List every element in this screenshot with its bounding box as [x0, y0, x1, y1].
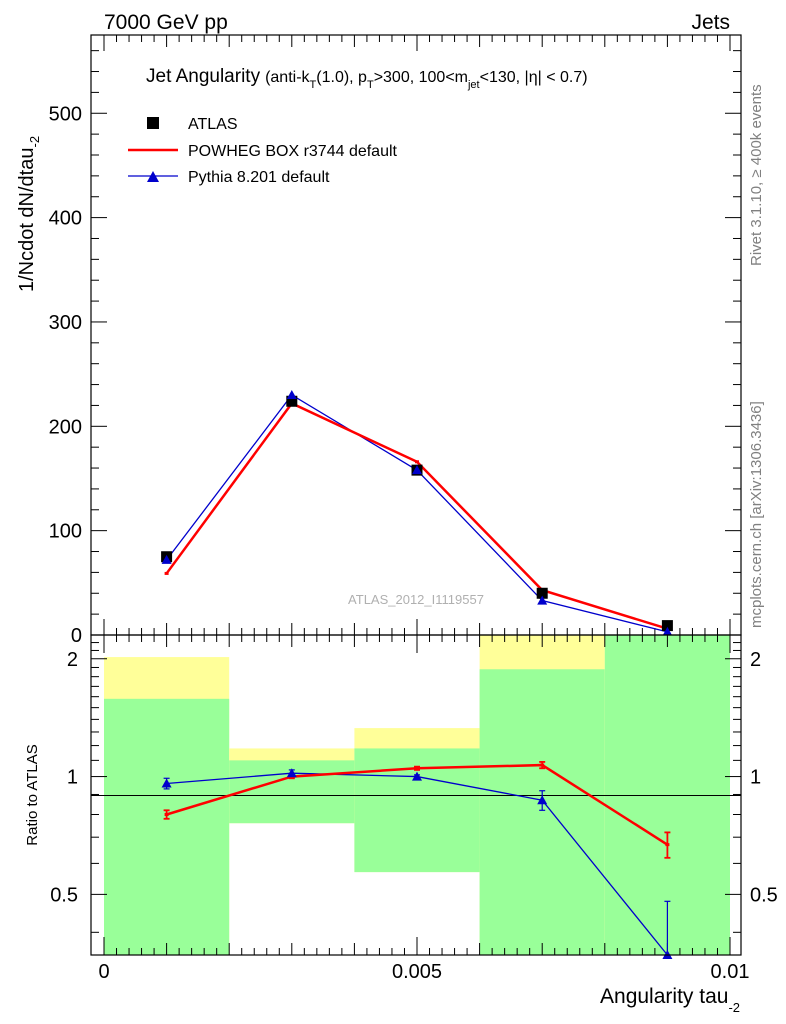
ratio-y-tick-label-right: 2	[750, 649, 761, 671]
pythia-ratio-point	[161, 778, 172, 788]
legend: ATLAS POWHEG BOX r3744 default Pythia 8.…	[128, 116, 398, 186]
ratio-axis-ticks: 0.5 0.5 1 1 2 2 0 0.005 0.01	[50, 635, 778, 983]
pythia-ratio-point	[537, 795, 548, 805]
ratio-y-tick-label: 0.5	[50, 884, 78, 906]
atlas-data-point	[286, 395, 298, 407]
plot-title: Jet Angularity (anti-kT(1.0), pT>300, 100…	[146, 66, 588, 91]
atlas-data-point	[536, 587, 548, 599]
legend-atlas-marker	[147, 117, 159, 129]
pythia-point	[662, 626, 673, 636]
mcplots-reference-label: mcplots.cern.ch [arXiv:1306.3436]	[748, 401, 765, 628]
pythia-point	[161, 554, 172, 564]
header-right: Jets	[691, 11, 730, 34]
legend-pythia-label: Pythia 8.201 default	[188, 169, 330, 186]
ratio-y-tick-label-right: 1	[750, 767, 761, 789]
ratio-y-tick-label-right: 0.5	[750, 884, 778, 906]
main-axis-ticks: 0 100 200 300 400 500	[49, 35, 741, 647]
ratio-plot-frame	[90, 634, 742, 956]
ratio-band-green	[479, 669, 605, 955]
ratio-y-tick-label: 2	[67, 649, 78, 671]
ratio-plot-series	[161, 761, 673, 959]
main-y-tick-label: 0	[71, 625, 82, 647]
legend-powheg-label: POWHEG BOX r3744 default	[188, 143, 398, 160]
main-y-tick-label: 300	[49, 312, 82, 334]
main-y-tick-label: 500	[49, 103, 82, 125]
pythia-ratio-point	[286, 768, 297, 778]
ratio-y-axis-label: Ratio to ATLAS	[24, 744, 41, 845]
analysis-id-watermark: ATLAS_2012_I1119557	[348, 592, 484, 607]
ratio-x-tick-label: 0	[98, 961, 109, 983]
ratio-x-tick-label: 0.01	[711, 961, 750, 983]
atlas-data-point	[661, 620, 673, 632]
main-y-tick-label: 100	[49, 521, 82, 543]
pythia-point	[286, 390, 297, 399]
pythia-ratio-point	[412, 771, 422, 781]
main-plot-series	[161, 390, 673, 636]
rivet-version-label: Rivet 3.1.10, ≥ 400k events	[748, 84, 765, 266]
main-y-tick-label: 200	[49, 416, 82, 438]
pythia-point	[537, 595, 548, 605]
x-axis-label: Angularity tau-2	[600, 985, 740, 1015]
main-y-tick-label: 400	[49, 208, 82, 230]
ratio-y-tick-label: 1	[67, 767, 78, 789]
pythia-point	[412, 465, 422, 475]
legend-atlas-label: ATLAS	[188, 116, 238, 133]
ratio-x-tick-label: 0.005	[392, 961, 442, 983]
legend-pythia-marker	[147, 171, 159, 182]
header-left: 7000 GeV pp	[104, 11, 228, 34]
ratio-band-green	[104, 698, 230, 955]
main-y-axis-label: 1/Ncdot dN/dtau-2	[16, 136, 42, 292]
